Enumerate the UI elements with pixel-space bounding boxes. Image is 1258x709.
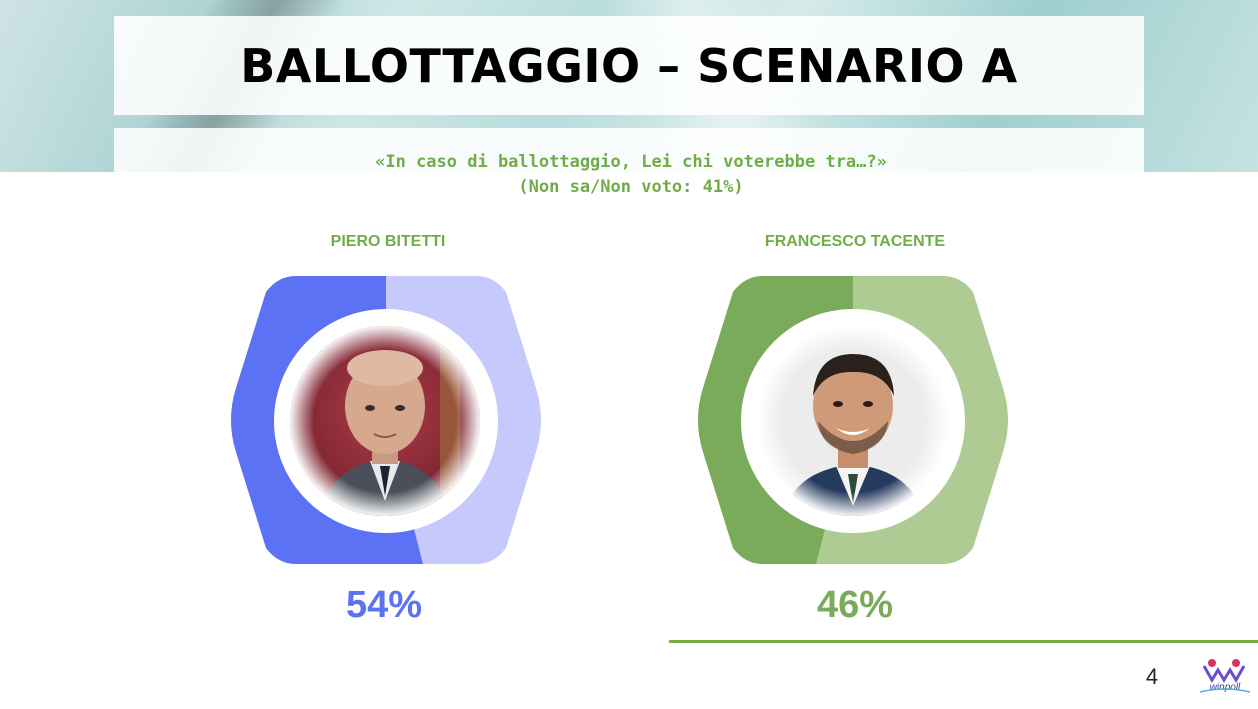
photo-tacente	[758, 326, 948, 516]
percent-bitetti: 54%	[345, 584, 423, 626]
winpoll-logo: winpoll	[1199, 659, 1251, 693]
photo-bitetti	[290, 326, 480, 516]
slide-title: BALLOTTAGGIO – SCENARIO A	[240, 38, 1018, 93]
candidate-name-tacente: FRANCESCO TACENTE	[764, 233, 946, 250]
question-text: «In caso di ballottaggio, Lei chi votere…	[375, 152, 887, 172]
page-number: 4	[1145, 664, 1159, 689]
question-block: «In caso di ballottaggio, Lei chi votere…	[0, 150, 1258, 200]
percent-tacente: 46%	[816, 584, 894, 626]
svg-text:winpoll: winpoll	[1210, 682, 1241, 693]
subtitle-box	[114, 128, 1144, 172]
footer-divider	[669, 640, 1258, 643]
title-box: BALLOTTAGGIO – SCENARIO A	[114, 16, 1144, 115]
undecided-note: (Non sa/Non voto: 41%)	[518, 177, 744, 197]
candidate-name-bitetti: PIERO BITETTI	[330, 233, 446, 250]
